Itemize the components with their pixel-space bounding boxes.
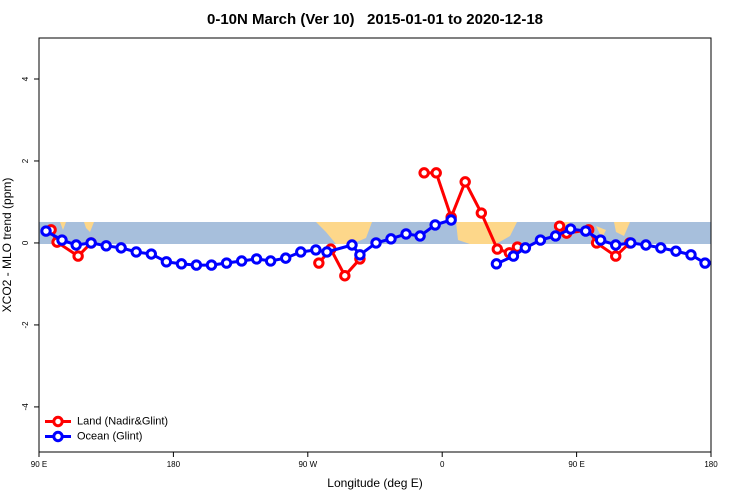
data-point: [145, 248, 157, 260]
data-point: [160, 256, 173, 268]
legend: Land (Nadir&Glint) Ocean (Glint): [45, 415, 168, 442]
data-point: [430, 167, 442, 179]
y-axis-label: XCO2 - MLO trend (ppm): [0, 178, 14, 313]
plot-frame: [38, 37, 712, 453]
data-point: [190, 259, 203, 271]
data-point: [346, 239, 358, 251]
y-tick-label: 0: [21, 240, 30, 245]
legend-label: Ocean (Glint): [77, 430, 142, 442]
y-tick-label: -2: [21, 321, 30, 329]
data-point: [175, 258, 188, 270]
x-tick-label: 180: [167, 460, 181, 469]
data-point: [264, 255, 277, 267]
data-point: [354, 249, 366, 261]
data-point: [313, 257, 325, 269]
data-point: [610, 250, 622, 262]
data-point: [564, 223, 577, 235]
y-tick-label: -4: [21, 403, 30, 411]
data-point: [445, 214, 457, 226]
data-point: [699, 257, 711, 269]
data-point: [370, 237, 382, 249]
data-point: [685, 249, 697, 261]
x-tick-label: 90 W: [298, 460, 317, 469]
data-point: [490, 258, 503, 270]
x-tick-label: 90 E: [31, 460, 47, 469]
data-point: [72, 250, 84, 262]
data-point: [625, 237, 637, 249]
series-line: [49, 171, 631, 279]
data-point: [534, 234, 547, 246]
data-point: [56, 234, 68, 246]
data-point: [235, 255, 248, 267]
data-point: [40, 225, 52, 237]
data-point: [85, 237, 97, 249]
data-point: [553, 220, 566, 232]
data-point: [475, 207, 488, 219]
data-point: [321, 246, 333, 258]
data-point: [580, 225, 592, 237]
chart-title: 0-10N March (Ver 10) 2015-01-01 to 2020-…: [207, 11, 543, 28]
data-point: [429, 219, 441, 231]
data-point: [115, 242, 127, 254]
data-point: [70, 239, 82, 251]
x-tick-label: 180: [704, 460, 718, 469]
x-tick-label: 0: [440, 460, 445, 469]
data-point: [339, 270, 351, 282]
data-point: [594, 234, 607, 246]
data-point: [310, 244, 322, 256]
data-point: [418, 167, 430, 179]
data-point: [250, 253, 263, 265]
data-point: [640, 239, 652, 251]
data-point: [279, 252, 292, 264]
legend-marker: [52, 430, 64, 443]
data-point: [400, 228, 412, 240]
legend-label: Land (Nadir&Glint): [77, 415, 168, 427]
data-point: [549, 230, 562, 242]
data-point: [414, 230, 426, 242]
data-point: [130, 246, 142, 258]
data-point: [491, 243, 504, 255]
x-tick-label: 90 E: [568, 460, 584, 469]
y-tick-label: 2: [21, 158, 30, 163]
data-point: [670, 245, 682, 257]
legend-marker: [52, 415, 64, 428]
y-tick-label: 4: [21, 76, 30, 81]
data-point: [100, 240, 112, 252]
data-point: [385, 233, 397, 245]
data-point: [507, 250, 520, 262]
data-point: [220, 257, 233, 269]
data-point: [459, 176, 471, 188]
x-axis-label: Longitude (deg E): [327, 476, 422, 490]
data-point: [519, 242, 532, 254]
data-point: [205, 259, 218, 271]
data-point: [655, 242, 667, 254]
data-point: [295, 246, 307, 258]
data-point: [610, 239, 622, 251]
